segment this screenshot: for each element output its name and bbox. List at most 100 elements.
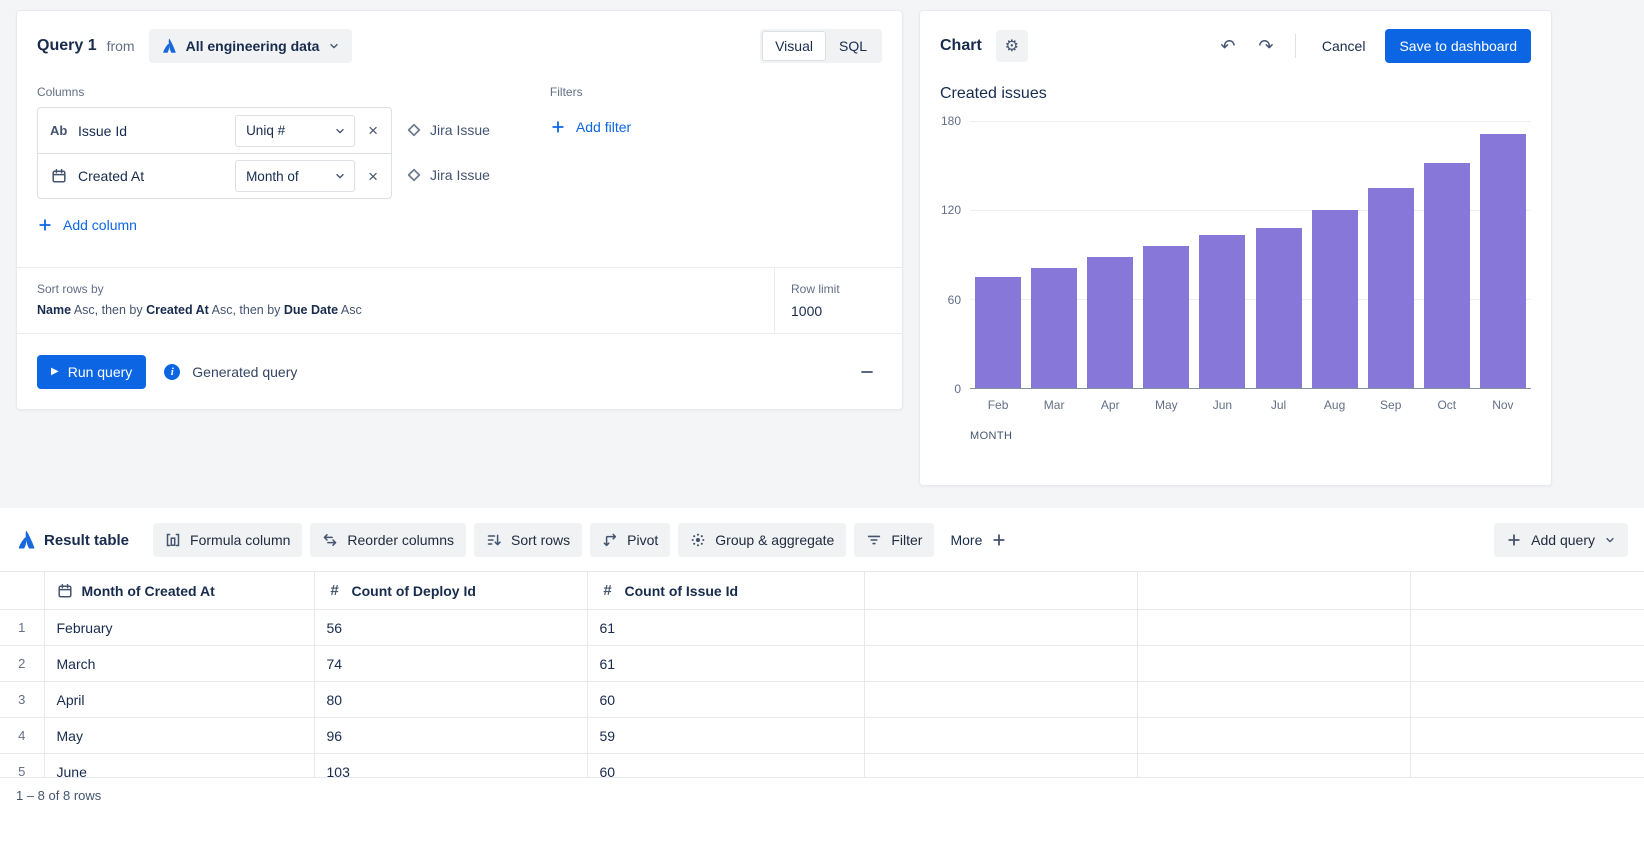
query-builder-panel: Query 1 from All engineering data Visual… [16,10,903,410]
aggregation-select[interactable]: Month of [235,160,356,192]
atlassian-icon [16,530,36,550]
row-count-footer: 1 – 8 of 8 rows [0,777,1644,813]
add-column-label: Add column [63,217,137,233]
redo-button[interactable]: ↷ [1251,31,1281,61]
row-number: 5 [0,753,45,777]
filter-icon [866,532,882,548]
bar-slot [1250,121,1306,388]
toolbar-button-label: Group & aggregate [715,532,835,548]
result-table-title: Result table [44,531,130,549]
run-section: ▶ Run query i Generated query [17,333,902,409]
sort-icon [486,532,502,548]
add-query-label: Add query [1531,532,1595,548]
table-cell: 60 [586,753,865,777]
bar [1367,187,1414,388]
x-tick-label: Nov [1492,398,1514,412]
hash-icon: # [330,582,339,599]
x-tick-label: Oct [1437,398,1457,412]
add-query-button[interactable]: Add query [1494,523,1628,557]
empty-cell [1409,645,1644,682]
gridline [970,299,1531,300]
plot-area [970,121,1531,389]
sort-rows-by[interactable]: Sort rows by Name Asc, then by Created A… [17,268,774,333]
toolbar-button-reorder-columns[interactable]: Reorder columns [310,523,467,557]
undo-button[interactable]: ↶ [1213,31,1243,61]
query-columns-box: Ab Issue Id Uniq # × Created At Month of × [37,107,392,199]
undo-icon: ↶ [1220,35,1236,56]
remove-column-button[interactable]: × [365,120,381,141]
tab-visual[interactable]: Visual [762,31,826,61]
column-header[interactable]: Month of Created At [43,571,315,610]
bar-chart: 180 120 60 0 [940,114,1531,396]
y-tick-label: 0 [954,382,961,396]
empty-cell [1136,717,1411,754]
plus-icon [550,119,566,135]
toolbar-button-label: Formula column [190,532,291,548]
run-query-button[interactable]: ▶ Run query [37,354,147,389]
cancel-button[interactable]: Cancel [1310,30,1378,62]
tab-sql[interactable]: SQL [826,31,880,61]
y-tick-label: 120 [940,203,961,218]
toolbar-button-group-aggregate[interactable]: Group & aggregate [678,523,847,557]
query-column-row: Ab Issue Id Uniq # × [38,108,391,153]
table-row: 5 June 103 60 [0,753,1644,777]
add-filter-button[interactable]: Add filter [550,119,631,135]
result-table: Month of Created At # Count of Deploy Id # C… [0,571,1644,777]
bar [1143,245,1190,388]
result-section: Result table Formula column Reorder colum… [0,508,1644,847]
table-row: 2 March 74 61 [0,645,1644,682]
table-head: Month of Created At # Count of Deploy Id # C… [0,571,1644,610]
bar-slot [1138,121,1194,388]
empty-cell [863,609,1138,646]
gridline [970,209,1531,211]
row-number: 3 [0,681,45,718]
toolbar-button-label: Pivot [627,532,659,548]
columns-stack: Columns Ab Issue Id Uniq # × Created At Month… [37,85,392,233]
bar [1199,235,1246,388]
more-button[interactable]: More [942,523,1015,557]
save-to-dashboard-button[interactable]: Save to dashboard [1385,29,1531,63]
source-label: Jira Issue [430,166,490,183]
table-cell: 80 [313,681,588,718]
bar-slot [1307,121,1363,388]
aggregation-value: Month of [246,168,299,184]
column-header[interactable]: # Count of Issue Id [586,571,865,610]
bar-slot [1363,121,1419,388]
empty-cell [1136,609,1411,646]
toolbar-button-label: Reorder columns [347,532,455,548]
remove-column-button[interactable]: × [365,166,381,187]
formula-icon [165,532,181,548]
toolbar-button-sort-rows[interactable]: Sort rows [474,523,583,557]
add-column-button[interactable]: Add column [37,217,137,233]
table-row: 3 April 80 60 [0,681,1644,718]
column-source: Jira Issue [406,152,490,197]
generated-query-label[interactable]: Generated query [192,363,298,380]
empty-cell [1136,645,1411,682]
toolbar-button-formula-column[interactable]: Formula column [153,523,303,557]
sort-description: Name Asc, then by Created At Asc, then b… [37,303,362,317]
datasource-dropdown[interactable]: All engineering data [148,29,353,63]
group-icon [690,532,706,548]
row-limit[interactable]: Row limit 1000 [774,268,902,333]
column-header[interactable]: # Count of Deploy Id [313,571,588,610]
table-row: 1 February 56 61 [0,609,1644,646]
toolbar-button-filter[interactable]: Filter [854,523,935,557]
chevron-down-icon [334,125,346,137]
plus-icon [1506,532,1522,548]
aggregation-select[interactable]: Uniq # [235,114,356,147]
x-tick-label: Jun [1212,398,1233,412]
bar-slot [1082,121,1138,388]
table-cell: 59 [586,717,865,754]
table-cell: 61 [586,609,865,646]
jira-issue-icon [406,122,422,138]
bar-slot [1026,121,1082,388]
gear-icon: ⚙ [1004,38,1019,55]
collapse-button[interactable] [852,357,882,387]
atlassian-icon [161,38,177,54]
table-cell: May [43,717,315,754]
toolbar-button-pivot[interactable]: Pivot [590,523,671,557]
chart-panel: Chart ⚙ ↶ ↷ Cancel Save to dashboard Cre… [919,10,1552,486]
source-label: Jira Issue [430,121,490,138]
column-header-content: Month of Created At [57,583,302,599]
chart-settings-button[interactable]: ⚙ [995,30,1028,62]
